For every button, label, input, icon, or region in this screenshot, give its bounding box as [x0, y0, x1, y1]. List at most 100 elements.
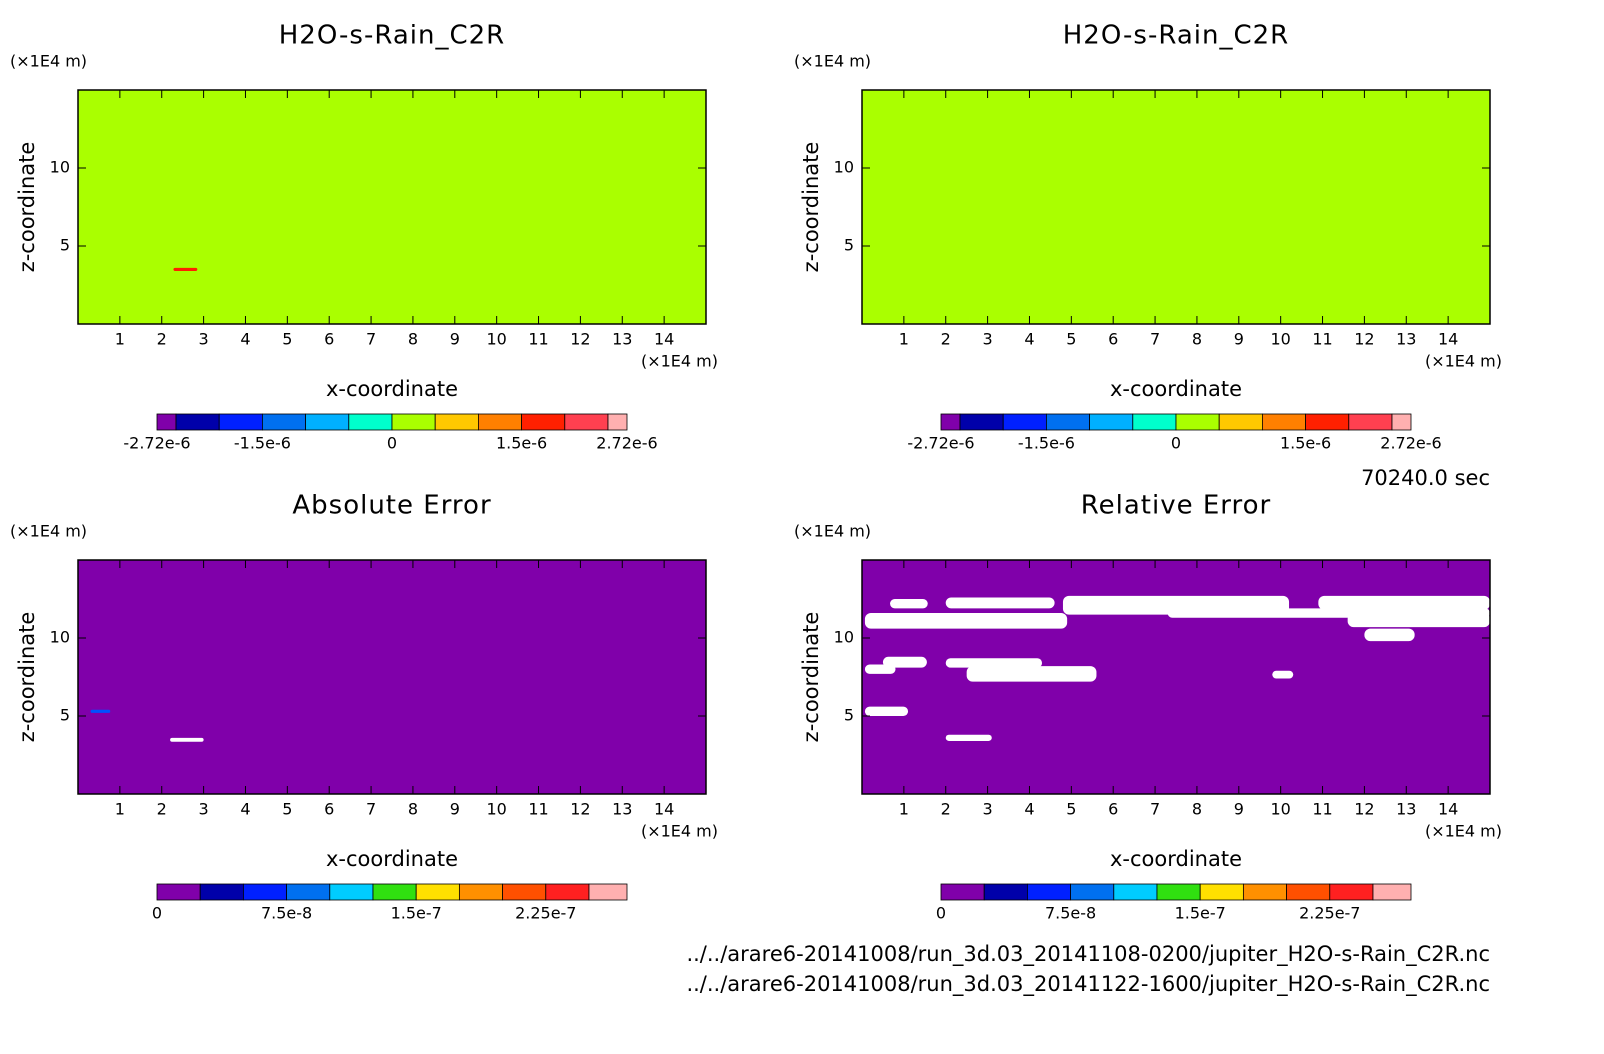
x-tick-label: 6 [1108, 800, 1118, 819]
field-patch [1318, 595, 1490, 610]
colorbar-segment [1372, 883, 1412, 901]
x-unit: (×1E4 m) [1425, 352, 1502, 371]
x-axis-label: x-coordinate [1110, 377, 1242, 401]
y-axis-label: z-coordinate [799, 142, 823, 273]
colorbar-segment [1261, 413, 1306, 431]
field-patch [1272, 670, 1294, 679]
y-unit: (×1E4 m) [794, 522, 871, 541]
field-fill [862, 90, 1490, 324]
y-unit: (×1E4 m) [10, 52, 87, 71]
colorbar-segment [1218, 413, 1263, 431]
x-tick-label: 11 [528, 800, 548, 819]
file-path: ../../arare6-20141008/run_3d.03_20141122… [686, 972, 1490, 997]
x-unit: (×1E4 m) [641, 352, 718, 371]
field-patch [90, 709, 111, 713]
x-tick-label: 1 [899, 330, 909, 349]
x-axis-label: x-coordinate [326, 377, 458, 401]
colorbar-segment [242, 883, 287, 901]
y-tick-label: 10 [50, 158, 70, 177]
x-tick-label: 5 [1066, 800, 1076, 819]
x-tick-label: 10 [486, 330, 506, 349]
colorbar-segment [607, 413, 628, 431]
x-tick-label: 4 [240, 330, 250, 349]
field-patch [1364, 628, 1415, 642]
colorbar-tick-label: -2.72e-6 [123, 434, 190, 453]
colorbar-segment [1070, 883, 1115, 901]
colorbar-segment [218, 413, 263, 431]
x-tick-label: 4 [1024, 330, 1034, 349]
x-tick-label: 9 [450, 800, 460, 819]
x-tick-label: 10 [1270, 330, 1290, 349]
x-tick-label: 14 [654, 330, 674, 349]
x-tick-label: 13 [612, 330, 632, 349]
colorbar-tick-label: 1.5e-7 [1175, 904, 1226, 923]
colorbar-segment [1026, 883, 1071, 901]
colorbar-segment [1286, 883, 1331, 901]
field-patch [890, 599, 928, 609]
colorbar-tick-label: 2.72e-6 [1380, 434, 1441, 453]
x-tick-label: 2 [157, 800, 167, 819]
colorbar-segment [156, 883, 201, 901]
colorbar-segment [391, 413, 436, 431]
x-tick-label: 5 [282, 330, 292, 349]
x-tick-label: 2 [157, 330, 167, 349]
x-tick-label: 7 [366, 800, 376, 819]
colorbar-segment [156, 413, 177, 431]
x-tick-label: 8 [408, 330, 418, 349]
colorbar-segment [1305, 413, 1350, 431]
y-tick-label: 5 [60, 706, 70, 725]
colorbar-segment [1175, 413, 1220, 431]
colorbar-segment [940, 413, 961, 431]
field-patch [864, 706, 909, 716]
x-axis-label: x-coordinate [326, 847, 458, 871]
colorbar-tick-label: 1.5e-6 [496, 434, 547, 453]
colorbar-segment [1156, 883, 1201, 901]
y-tick-label: 5 [844, 236, 854, 255]
x-tick-label: 7 [1150, 800, 1160, 819]
x-tick-label: 1 [115, 330, 125, 349]
y-unit: (×1E4 m) [10, 522, 87, 541]
colorbar-segment [477, 413, 522, 431]
x-tick-label: 12 [1354, 330, 1374, 349]
colorbar-tick-label: 0 [1171, 434, 1181, 453]
panel: Absolute Error (×1E4 m) (×1E4 m) x-coordina… [10, 491, 718, 923]
colorbar-segment [1199, 883, 1244, 901]
colorbar-tick-label: 0 [152, 904, 162, 923]
colorbar-segment [458, 883, 503, 901]
x-tick-label: 11 [1312, 330, 1332, 349]
colorbar-segment [959, 413, 1004, 431]
panel-title: Absolute Error [292, 491, 491, 521]
time-label: 70240.0 sec [1361, 466, 1490, 490]
colorbar-segment [1329, 883, 1374, 901]
colorbar-segment [940, 883, 985, 901]
x-tick-label: 6 [324, 800, 334, 819]
x-tick-label: 9 [450, 330, 460, 349]
x-tick-label: 14 [1438, 330, 1458, 349]
colorbar-segment [434, 413, 479, 431]
colorbar-tick-label: 1.5e-7 [391, 904, 442, 923]
x-tick-label: 3 [199, 800, 209, 819]
colorbar-segment [1391, 413, 1412, 431]
plot-frame [77, 559, 707, 795]
plot-frame [861, 559, 1491, 795]
colorbar-segment [588, 883, 628, 901]
x-tick-label: 14 [1438, 800, 1458, 819]
y-axis-label: z-coordinate [15, 612, 39, 743]
y-tick-label: 5 [844, 706, 854, 725]
colorbar-segment [305, 413, 350, 431]
x-tick-label: 7 [366, 330, 376, 349]
colorbar-segment [372, 883, 417, 901]
field-patch [864, 664, 896, 674]
panel: H2O-s-Rain_C2R (×1E4 m) (×1E4 m) x-coordina… [10, 21, 718, 453]
field-patch [945, 658, 1043, 668]
colorbar-segment [1242, 883, 1287, 901]
x-tick-label: 13 [1396, 330, 1416, 349]
y-unit: (×1E4 m) [794, 52, 871, 71]
x-unit: (×1E4 m) [641, 822, 718, 841]
field-fill [78, 560, 706, 794]
colorbar-tick-label: 1.5e-6 [1280, 434, 1331, 453]
y-axis-label: z-coordinate [15, 142, 39, 273]
x-tick-label: 6 [1108, 330, 1118, 349]
x-tick-label: 2 [941, 800, 951, 819]
